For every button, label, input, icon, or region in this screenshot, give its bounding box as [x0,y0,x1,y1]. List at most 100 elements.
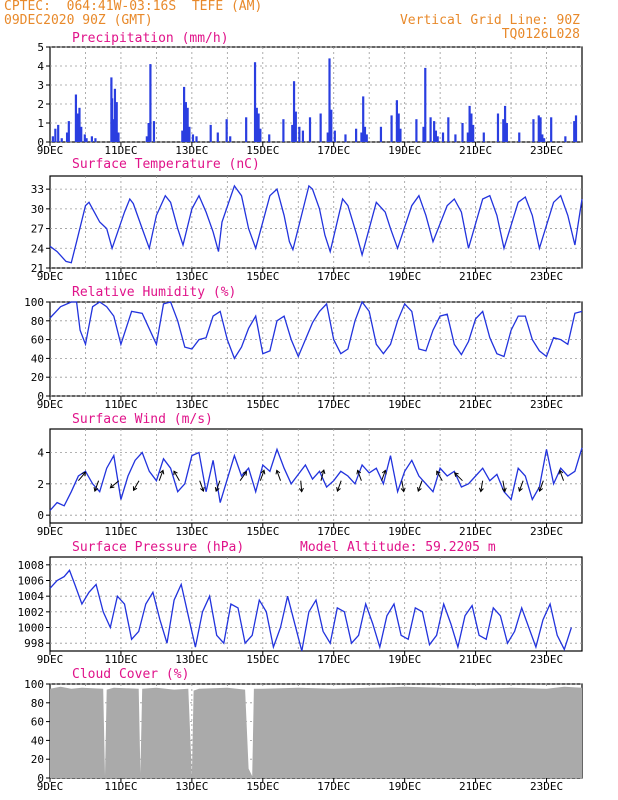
precip-bar [355,128,358,142]
run-date: 09DEC2020 90Z (GMT) [4,13,153,28]
wind-arrowhead [159,469,165,475]
y-tick-label: 1 [37,117,44,130]
panel-title: Relative Humidity (%) [72,285,236,300]
precip-bar [434,130,438,142]
precip-bar [51,136,54,142]
series-line [49,184,583,264]
precip-bar [539,117,542,142]
x-tick-label: 15DEC [246,525,279,538]
model-code: TQ0126L028 [501,27,580,42]
precip-bar [395,100,398,142]
wind-arrowhead [298,487,304,493]
precip-bar [344,134,347,142]
y-tick-label: 0 [37,772,44,785]
x-tick-label: 13DEC [175,398,208,411]
y-tick-label: 0 [37,390,44,403]
precip-bar [330,109,333,142]
y-tick-label: 40 [31,734,44,747]
y-tick-label: 1000 [18,622,45,635]
series-line [49,300,583,360]
wind-arrow [559,470,565,481]
wind-arrow [173,470,180,481]
precip-bar [390,115,393,142]
panel-frame [49,175,583,269]
precip-bar [482,132,485,142]
x-tick-label: 9DEC [37,270,64,283]
precip-bar [216,132,219,142]
x-tick-label: 9DEC [37,398,64,411]
precip-bar [291,124,294,142]
model-altitude: Model Altitude: 59.2205 m [300,540,496,555]
wind-arrow [436,470,443,481]
y-tick-label: 5 [37,41,44,54]
precip-bar [80,126,83,142]
wind-arrowhead [173,470,178,476]
precip-bar [518,132,521,142]
wind-arrow [158,470,164,481]
precip-bar [542,138,546,142]
wind-arrowhead [478,487,484,493]
x-tick-label: 11DEC [104,780,137,793]
precip-bar [564,136,567,142]
x-tick-label: 17DEC [317,270,350,283]
precip-bar [433,121,436,142]
y-tick-label: 20 [31,753,44,766]
x-tick-label: 19DEC [388,398,421,411]
precip-bar [328,58,331,142]
precip-bar [195,136,198,142]
precip-bar [294,111,297,142]
x-tick-label: 15DEC [246,270,279,283]
precip-bar [65,132,69,142]
precip-bar [181,130,184,142]
precip-bar [78,107,81,142]
precip-bar [209,124,212,142]
series-line [49,569,573,652]
wind-arrow [381,470,386,481]
precip-bar [301,130,305,142]
precip-bar [147,123,150,142]
x-tick-label: 17DEC [317,144,350,157]
y-tick-label: 21 [31,262,44,275]
precip-bar [74,94,78,142]
precip-bar [152,121,156,142]
precip-bar [573,121,576,142]
wind-arrow [357,470,362,481]
precip-bar [85,138,88,142]
y-tick-label: 1004 [18,590,45,603]
y-tick-label: 80 [31,697,44,710]
wind-arrowhead [454,472,459,477]
x-tick-label: 15DEC [246,780,279,793]
wind-arrowhead [518,487,523,492]
y-tick-label: 0 [37,136,44,149]
precip-bar [255,107,258,142]
y-tick-label: 1006 [18,575,45,588]
precip-bar [54,128,57,142]
precip-bar [115,102,118,142]
precip-bar [502,119,505,142]
precip-bar [422,126,425,142]
precip-bar [363,126,367,142]
precip-bar [472,124,475,142]
y-tick-label: 0 [37,509,44,522]
precip-bar [149,64,152,142]
y-tick-label: 2 [37,478,44,491]
wind-arrow [276,470,282,481]
wind-arrowhead [214,487,220,492]
y-tick-label: 60 [31,716,44,729]
wind-arrowhead [381,469,387,475]
precip-bar [282,119,285,142]
x-tick-label: 13DEC [175,780,208,793]
precip-bar [191,134,195,142]
precip-bar [365,134,368,142]
y-tick-label: 20 [31,371,44,384]
precip-bar [268,134,271,142]
x-tick-label: 13DEC [175,525,208,538]
precip-bar [112,119,115,142]
wind-arrowhead [109,483,115,489]
precip-bar [532,119,535,142]
wind-arrowhead [242,470,247,476]
precip-bar [466,132,469,142]
panel-title: Precipitation (mm/h) [72,31,229,46]
wind-arrowhead [538,487,544,492]
